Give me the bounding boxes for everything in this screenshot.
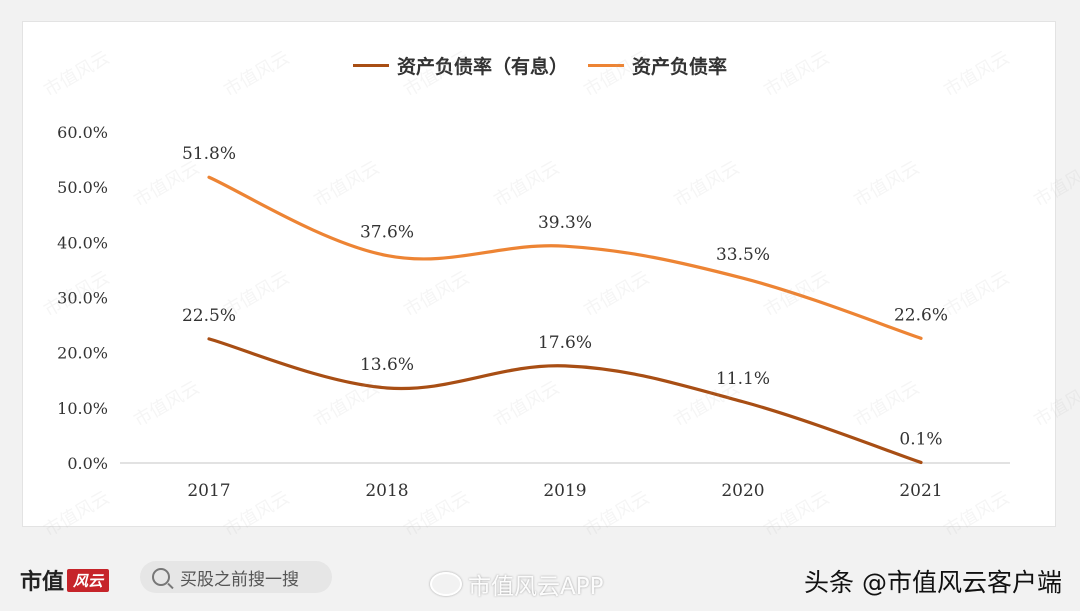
data-label: 22.5%: [182, 306, 236, 326]
chart-card: [22, 21, 1056, 527]
x-tick-label: 2019: [543, 481, 586, 501]
y-tick-label: 30.0%: [57, 289, 108, 308]
data-label: 22.6%: [894, 305, 948, 325]
x-tick-label: 2021: [899, 481, 942, 501]
data-label: 51.8%: [182, 144, 236, 164]
weibo-text: 市值风云APP: [468, 574, 604, 600]
weibo-watermark: 市值风云APP: [430, 567, 603, 601]
brand-name: 市值: [20, 570, 65, 595]
legend-item-total: 资产负债率: [588, 52, 727, 79]
y-tick-label: 10.0%: [57, 399, 108, 418]
toutiao-credit: 头条 @市值风云客户端: [804, 568, 1062, 597]
y-tick-label: 60.0%: [57, 123, 108, 142]
x-tick-label: 2020: [721, 481, 764, 501]
y-tick-label: 40.0%: [57, 233, 108, 252]
data-label: 37.6%: [360, 223, 414, 243]
data-label: 11.1%: [716, 369, 770, 389]
legend-swatch-interest-bearing: [352, 64, 389, 67]
search-box[interactable]: 买股之前搜一搜: [140, 561, 332, 593]
chart-legend: 资产负债率（有息） 资产负债率: [0, 52, 1080, 79]
brand-seal: 风云: [67, 568, 110, 592]
data-label: 0.1%: [899, 429, 942, 449]
weibo-icon: [430, 572, 462, 596]
search-text: 买股之前搜一搜: [180, 569, 299, 590]
data-label: 39.3%: [538, 213, 592, 233]
line-chart: 0.0% 10.0% 20.0% 30.0% 40.0% 50.0% 60.0% 2017 20…: [57, 123, 1010, 501]
data-label: 33.5%: [716, 245, 770, 265]
data-label: 17.6%: [538, 333, 592, 353]
search-icon: [152, 568, 170, 586]
footer-bar: 市值 风云 买股之前搜一搜 市值风云APP 头条 @市值风云客户端: [0, 545, 1080, 611]
series-line-1: [207, 175, 923, 340]
series-line-0: [207, 337, 923, 465]
x-tick-label: 2017: [187, 481, 230, 501]
x-tick-label: 2018: [365, 481, 408, 501]
brand-logo: 市值 风云: [20, 564, 110, 596]
legend-label-total: 资产负债率: [632, 56, 728, 78]
data-label: 13.6%: [360, 355, 414, 375]
y-tick-label: 50.0%: [57, 178, 108, 197]
y-tick-label: 20.0%: [57, 344, 108, 363]
legend-swatch-total: [588, 64, 624, 67]
legend-label-interest-bearing: 资产负债率（有息）: [396, 56, 568, 78]
y-tick-label: 0.0%: [67, 454, 108, 473]
legend-item-interest-bearing: 资产负债率（有息）: [352, 52, 568, 79]
